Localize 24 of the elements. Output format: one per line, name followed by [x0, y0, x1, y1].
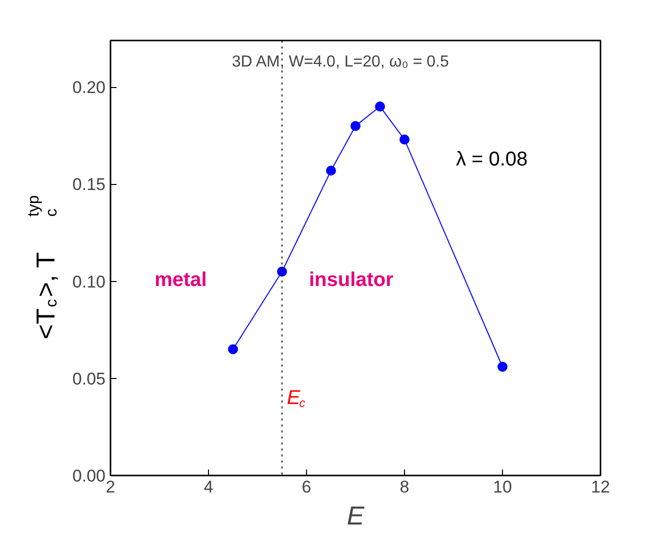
point [498, 362, 508, 372]
y-tick-label: 0.00 [72, 466, 106, 486]
y-tick-label: 0.05 [72, 369, 106, 388]
x-tick-label: 8 [400, 478, 410, 496]
text: <Tc>, Tctyp [25, 195, 60, 340]
point [375, 102, 385, 112]
text: 3D AM, W=4.0, L=20, ω₀ = 0.5 [232, 54, 449, 70]
x-tick-label: 12 [591, 478, 610, 496]
x-tick-label: 2 [106, 478, 116, 496]
x-axis-title: E [346, 500, 365, 530]
x-tick-label: 10 [493, 478, 512, 496]
point [350, 120, 360, 131]
y-tick-label: 0.10 [72, 272, 106, 292]
y-tick-label: 0.20 [72, 78, 106, 98]
point [277, 266, 287, 277]
x-tick-label: 4 [204, 478, 214, 496]
point [326, 166, 336, 176]
point [228, 344, 238, 354]
point [400, 134, 410, 145]
annotation: metal [154, 269, 207, 292]
annotation: λ = 0.08 [456, 148, 528, 171]
x-tick-label: 6 [302, 478, 312, 496]
annotation: insulator [308, 269, 394, 292]
y-tick-label: 0.15 [72, 175, 106, 194]
